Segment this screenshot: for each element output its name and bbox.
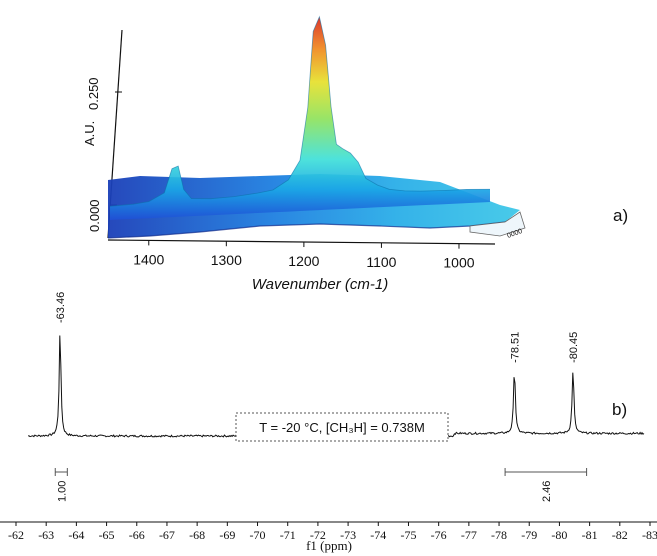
ir-x-tick-label: 1400: [133, 251, 164, 267]
ir-x-tick-label: 1300: [211, 252, 242, 268]
panel-b-label: b): [612, 400, 627, 419]
ir-x-axis-label: Wavenumber (cm-1): [252, 276, 388, 293]
nmr-x-tick-label: -82: [612, 528, 628, 542]
peak-label: -63.46: [55, 292, 67, 323]
peak-label: -80.45: [568, 332, 580, 363]
panel-a-label: a): [613, 206, 628, 225]
nmr-x-tick-label: -66: [129, 528, 145, 542]
nmr-x-tick-label: -64: [68, 528, 84, 542]
nmr-x-tick-label: -63: [38, 528, 54, 542]
ir-surface-chart: 0.250 0.000 A.U. 0000 1400 1300 1200 1100 10…: [82, 15, 628, 293]
ir-x-tick-label: 1000: [443, 255, 474, 271]
nmr-spectrum-chart: -63.46 -78.51 -80.45 T = -20 °C, [CH₃H] = …: [0, 292, 657, 553]
nmr-x-tick-label: -68: [189, 528, 205, 542]
ir-surface-body: [110, 16, 490, 220]
ir-surface-ridge: [109, 15, 491, 207]
nmr-x-tick-label: -62: [8, 528, 24, 542]
nmr-x-tick-label: -65: [99, 528, 115, 542]
ir-y-tick-label-bottom: 0.000: [87, 199, 102, 232]
nmr-x-tick-label: -67: [159, 528, 175, 542]
nmr-x-tick-label: -72: [310, 528, 326, 542]
conditions-box: [235, 412, 449, 442]
ir-depth-rim: [469, 211, 526, 237]
nmr-x-tick-label: -77: [461, 528, 477, 542]
ir-surface-front-edge: [107, 221, 506, 239]
nmr-x-tick-label: -83: [642, 528, 657, 542]
nmr-x-tick-label: -79: [521, 528, 537, 542]
ir-x-tick-label: 1200: [288, 253, 319, 269]
nmr-x-tick-label: -75: [400, 528, 416, 542]
ir-x-axis: [107, 239, 496, 245]
nmr-x-tick-label: -78: [491, 528, 507, 542]
nmr-x-tick-label: -80: [551, 528, 567, 542]
integral-value: 1.00: [56, 481, 68, 502]
nmr-x-tick-label: -76: [431, 528, 447, 542]
nmr-x-tick-label: -81: [582, 528, 598, 542]
ir-depth-tick-label: 0000: [506, 228, 523, 240]
ir-x-tick-label: 1100: [366, 254, 396, 270]
ir-y-tick-label-top: 0.250: [86, 77, 101, 110]
conditions-text: T = -20 °C, [CH₃H] = 0.738M: [259, 420, 425, 435]
nmr-x-tick-label: -73: [340, 528, 356, 542]
nmr-x-tick-label: -69: [219, 528, 235, 542]
integral-value: 2.46: [541, 481, 553, 502]
ir-y-axis-label: A.U.: [82, 121, 97, 146]
nmr-x-tick-label: -71: [280, 528, 296, 542]
peak-label: -78.51: [509, 332, 521, 363]
nmr-x-tick-label: -74: [370, 528, 386, 542]
nmr-x-tick-label: -70: [250, 528, 266, 542]
nmr-x-axis-label: f1 (ppm): [306, 538, 352, 553]
